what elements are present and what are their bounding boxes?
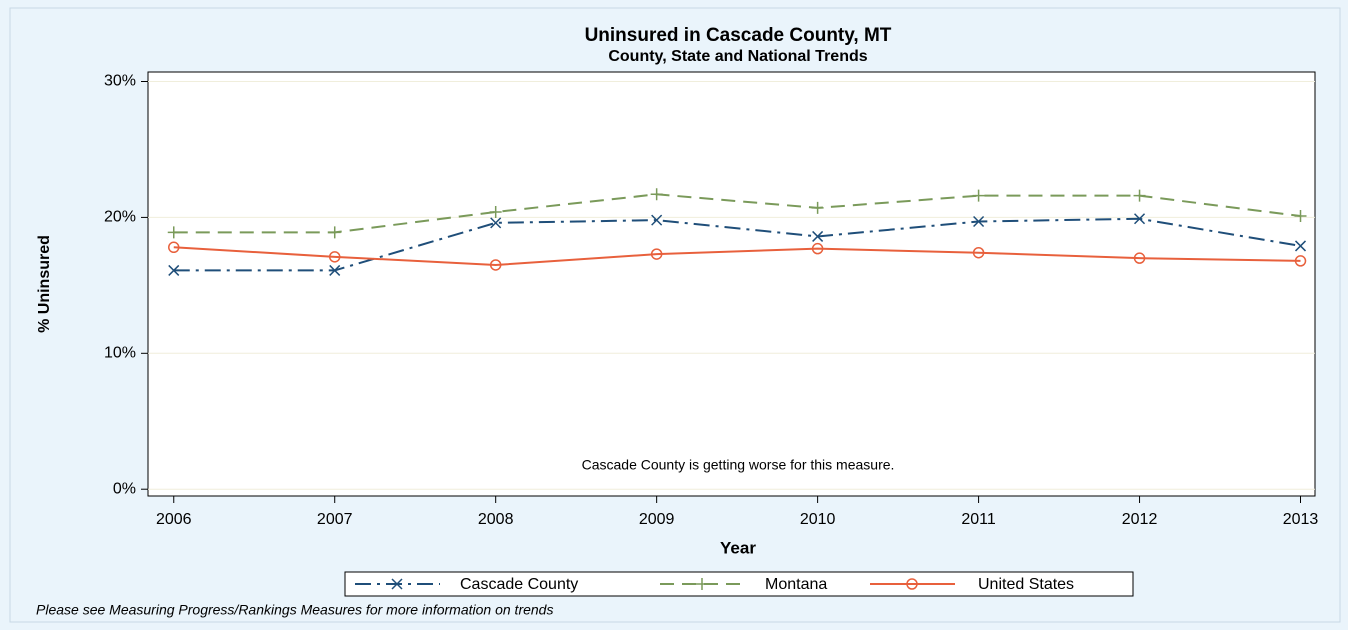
marker bbox=[811, 201, 824, 214]
annotation: Cascade County is getting worse for this… bbox=[582, 457, 895, 473]
x-axis-label: Year bbox=[720, 538, 756, 557]
x-tick-label: 2008 bbox=[478, 511, 514, 528]
x-tick-label: 2007 bbox=[317, 511, 353, 528]
marker bbox=[490, 217, 502, 229]
legend-marker bbox=[906, 578, 918, 590]
marker bbox=[329, 264, 341, 276]
marker bbox=[651, 214, 663, 226]
marker bbox=[328, 226, 341, 239]
y-axis-label: % Uninsured bbox=[36, 235, 53, 333]
marker bbox=[168, 241, 180, 254]
marker bbox=[812, 230, 824, 242]
legend-marker bbox=[696, 578, 708, 590]
legend-label: United States bbox=[978, 576, 1074, 593]
marker bbox=[328, 251, 341, 263]
marker bbox=[1294, 255, 1307, 267]
x-tick-label: 2006 bbox=[156, 511, 192, 528]
x-tick-label: 2009 bbox=[639, 511, 675, 528]
marker bbox=[1133, 252, 1146, 264]
x-tick-label: 2012 bbox=[1122, 511, 1158, 528]
chart-subtitle: County, State and National Trends bbox=[608, 48, 867, 65]
legend-label: Montana bbox=[765, 576, 827, 593]
y-tick-label: 10% bbox=[104, 345, 136, 362]
series-line bbox=[173, 217, 1301, 272]
marker bbox=[489, 259, 502, 271]
legend-label: Cascade County bbox=[460, 576, 578, 593]
series-line bbox=[173, 193, 1301, 234]
marker bbox=[973, 215, 985, 228]
marker bbox=[489, 205, 502, 218]
x-tick-label: 2013 bbox=[1283, 511, 1319, 528]
marker bbox=[972, 189, 985, 202]
marker bbox=[1133, 189, 1146, 202]
marker bbox=[1134, 213, 1146, 225]
plot-area bbox=[147, 71, 1316, 497]
marker bbox=[167, 226, 180, 239]
marker bbox=[811, 242, 824, 255]
y-tick-label: 0% bbox=[113, 480, 136, 497]
series-line bbox=[173, 246, 1301, 266]
x-tick-label: 2010 bbox=[800, 511, 836, 528]
marker bbox=[168, 264, 180, 276]
y-tick-label: 30% bbox=[104, 73, 136, 90]
y-tick-label: 20% bbox=[104, 209, 136, 226]
frame bbox=[9, 7, 1341, 623]
marker bbox=[1294, 240, 1307, 252]
marker bbox=[650, 248, 663, 260]
marker bbox=[650, 188, 663, 201]
footnote: Please see Measuring Progress/Rankings M… bbox=[36, 602, 553, 618]
marker bbox=[972, 246, 985, 259]
x-tick-label: 2011 bbox=[961, 511, 996, 528]
chart-title: Uninsured in Cascade County, MT bbox=[585, 25, 892, 46]
marker bbox=[1294, 210, 1307, 223]
legend-marker bbox=[391, 578, 403, 590]
